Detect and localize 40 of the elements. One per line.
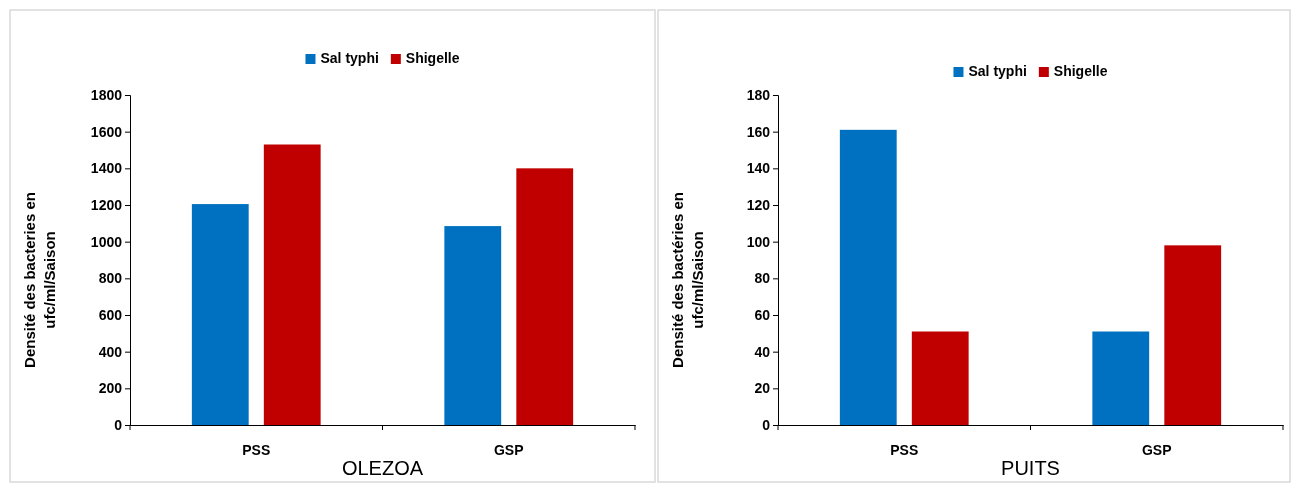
y-tick-label: 800 [98,270,123,287]
x-tick-label: PSS [890,441,919,458]
legend-label: Shigelle [1053,63,1108,79]
y-tick-label: 180 [746,86,771,103]
x-tick-label: GSP [1141,441,1172,458]
y-tick-label: 100 [746,233,771,250]
bar [839,129,897,425]
legend-label: Sal typhi [320,50,379,66]
y-tick-label: 1800 [90,86,123,103]
x-tick-label: GSP [493,441,524,458]
x-axis-title: OLEZOA [341,457,424,479]
y-tick-label: 120 [746,196,771,213]
legend-label: Shigelle [405,50,460,66]
bar [1164,245,1222,425]
x-axis-title: PUITS [1001,457,1060,479]
y-tick-label: 40 [754,343,771,360]
bar [1092,331,1150,425]
y-axis-title: Densité des bacteries en ufc/ml/Saison [21,192,59,368]
y-tick-label: 400 [98,343,123,360]
y-tick-label: 600 [98,306,123,323]
y-tick-label: 160 [746,123,771,140]
y-tick-label: 1400 [90,160,123,177]
bar [911,331,969,425]
bar [516,168,574,425]
bar [191,204,249,425]
y-tick-label: 60 [754,306,771,323]
x-tick-label: PSS [242,441,271,458]
y-tick-label: 1000 [90,233,123,250]
y-tick-label: 140 [746,160,771,177]
y-tick-label: 80 [754,270,771,287]
y-tick-label: 20 [754,380,771,397]
y-tick-label: 0 [762,416,771,433]
y-tick-label: 1600 [90,123,123,140]
legend-label: Sal typhi [968,63,1027,79]
bar [263,144,321,425]
y-axis-title: Densité des bactéries en ufc/ml/Saison [669,192,707,368]
y-tick-label: 0 [114,416,123,433]
y-tick-label: 200 [98,380,123,397]
bar [444,226,502,425]
y-tick-label: 1200 [90,196,123,213]
